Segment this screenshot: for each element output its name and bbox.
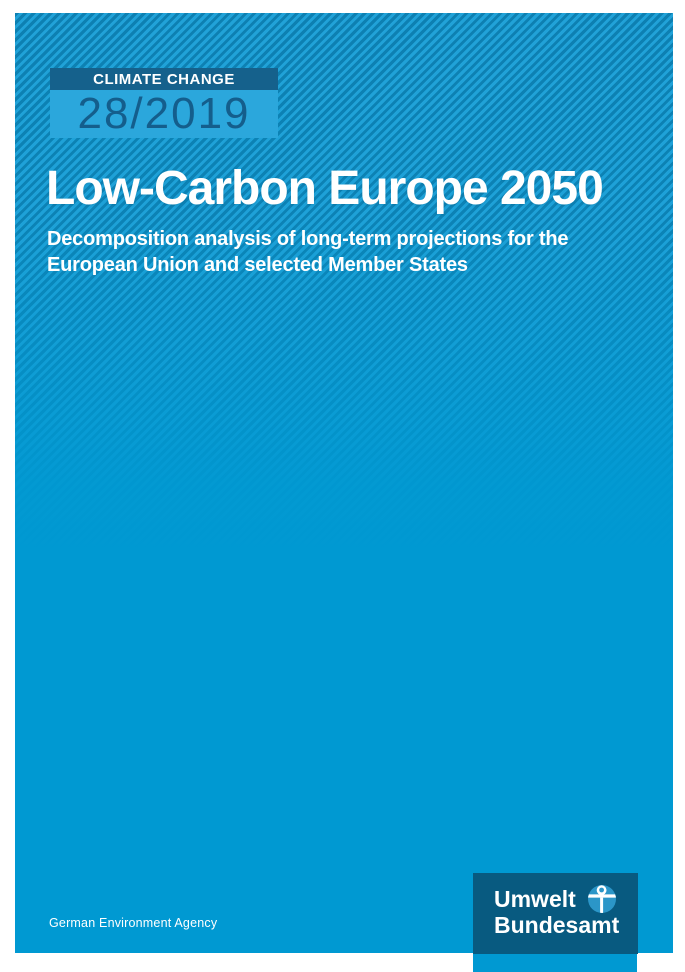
logo-text-umwelt: Umwelt (494, 886, 576, 912)
issue-number: 28/2019 (50, 90, 278, 138)
logo-text-bundesamt: Bundesamt (494, 912, 620, 938)
cover-striped-background: CLIMATE CHANGE 28/2019 Low-Carbon Europe… (15, 13, 673, 972)
umweltbundesamt-logo: Umwelt (473, 873, 638, 954)
logo-bleed-tab (473, 952, 637, 972)
uba-figure-icon (587, 885, 616, 913)
series-label: CLIMATE CHANGE (50, 68, 278, 90)
report-title: Low-Carbon Europe 2050 (46, 162, 604, 215)
series-block: CLIMATE CHANGE 28/2019 (50, 68, 278, 138)
subtitle-line-1: Decomposition analysis of long-term proj… (47, 228, 569, 250)
report-subtitle: Decomposition analysis of long-term proj… (47, 226, 647, 278)
logo-row-umwelt: Umwelt (494, 885, 638, 913)
publisher-name: German Environment Agency (49, 916, 218, 930)
subtitle-line-2: European Union and selected Member State… (47, 254, 468, 276)
